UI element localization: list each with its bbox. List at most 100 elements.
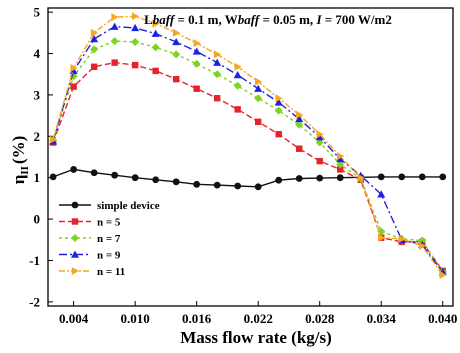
data-point [418,236,427,245]
data-point [90,35,99,43]
y-tick-label: -1 [29,253,40,268]
data-point [254,77,263,86]
data-point [152,176,160,184]
data-point [254,94,263,103]
data-point [71,250,79,258]
series-n-9 [49,22,447,276]
data-point [275,176,283,184]
data-point [111,59,118,66]
series-simple-device [49,166,447,191]
data-point [419,241,427,250]
data-point [295,114,304,123]
data-point [90,28,99,37]
data-point [213,95,221,102]
legend-item: n = 11 [59,266,125,278]
y-tick-label: 5 [34,5,41,20]
series-line [52,168,443,188]
data-point [254,118,262,126]
data-point [378,233,386,242]
data-point [111,13,119,22]
data-point [336,155,345,163]
data-point [172,50,181,59]
data-point [70,83,77,90]
data-point [172,178,180,186]
legend-label: n = 11 [97,266,125,278]
y-axis-title: ηII (%) [9,136,31,185]
data-point [233,81,242,90]
y-axis-title-subscript: II [19,166,31,175]
data-point [151,43,160,52]
data-point [193,180,201,188]
data-point [316,157,323,165]
data-point [90,169,98,177]
data-point [274,98,283,106]
data-point [192,59,201,68]
data-point [131,23,140,32]
data-point [398,234,406,243]
data-point [172,37,181,46]
data-point [90,45,99,54]
legend-item: n = 7 [59,233,121,245]
annotation: Lbaff = 0.1 m, Wbaff = 0.05 m, I = 700 W… [144,12,392,27]
x-tick-label: 0.040 [428,311,457,326]
data-point [90,63,98,70]
data-point [151,29,160,37]
data-point [71,234,79,242]
data-point [336,160,345,169]
data-point [275,131,282,138]
annotation-part: baff [238,12,261,27]
y-tick-label: -2 [29,294,40,309]
data-point [71,201,79,209]
data-point [110,22,119,30]
data-point [70,166,78,173]
data-point [131,37,140,46]
data-point [71,218,79,225]
data-point [69,66,78,75]
data-point [213,50,222,59]
axis-ticks: 0.004 0.010 0.016 0.022 0.028 0.034 0.040 -2 -1 0… [29,5,457,326]
data-point [49,173,57,181]
legend-item: n = 5 [59,217,121,229]
data-point [71,267,79,275]
data-point [213,70,222,79]
x-tick-label: 0.004 [59,311,89,326]
x-axis-title: Mass flow rate (kg/s) [180,328,332,347]
data-point [213,58,222,66]
data-point [131,61,139,69]
data-point [315,133,324,141]
data-point [296,145,303,152]
legend-label: n = 9 [97,250,121,262]
data-point [192,47,201,55]
data-point [337,152,345,161]
data-point [111,171,119,179]
data-point [336,174,344,182]
data-point [110,37,119,46]
x-tick-label: 0.010 [121,311,150,326]
annotation-part: = 0.05 m, [259,12,316,27]
data-point [152,19,160,28]
data-point [254,183,262,191]
y-axis-title-unit: (%) [9,136,28,164]
data-point [172,28,181,37]
data-point [172,75,180,83]
series-line [52,25,444,273]
annotation-part: baff [153,12,176,27]
data-point [49,135,58,144]
x-tick-label: 0.016 [182,311,212,326]
data-point [213,181,221,189]
data-point [233,71,242,79]
annotation-part: L [144,12,153,27]
data-point [439,173,447,181]
data-point [296,110,304,119]
data-point [193,85,200,92]
legend-label: n = 7 [97,233,121,245]
data-point [193,39,201,48]
y-tick-label: 0 [34,212,41,227]
x-tick-label: 0.028 [305,311,335,326]
plot-area [47,7,454,307]
legend: simple device n = 5 n = 7 n = 9 n = 11 [59,200,160,278]
data-point [274,106,283,115]
data-point [275,94,283,103]
y-tick-label: 2 [34,129,41,144]
data-point [234,62,242,71]
